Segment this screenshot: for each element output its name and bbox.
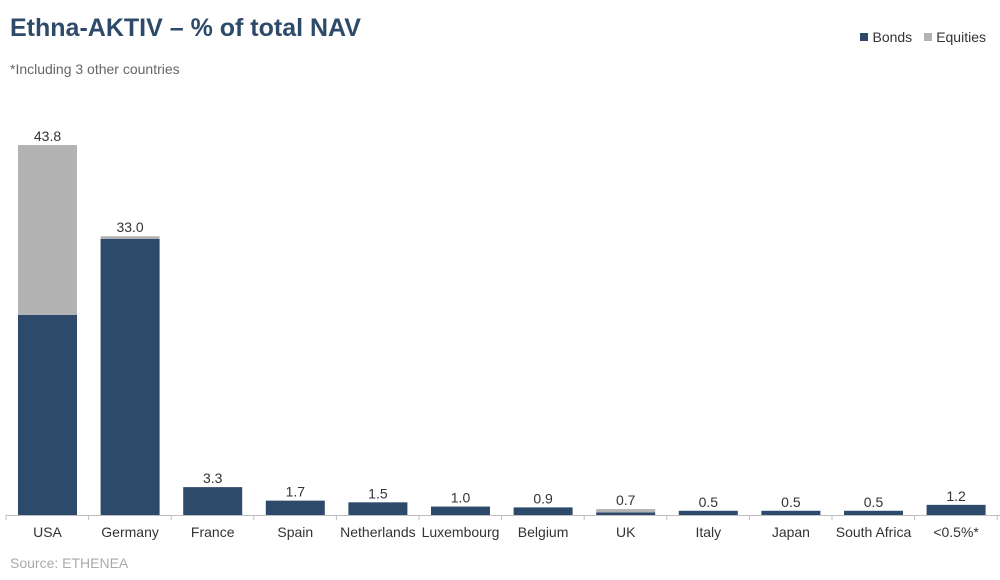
legend-label-bonds: Bonds: [872, 29, 913, 45]
bar-equities-7: [596, 509, 656, 513]
x-tick-label-2: France: [191, 524, 235, 540]
x-tick-label-8: Italy: [695, 524, 721, 540]
bar-bonds-9: [761, 510, 821, 515]
data-label-8: 0.5: [699, 494, 719, 510]
x-tick-label-4: Netherlands: [340, 524, 416, 540]
data-label-11: 1.2: [946, 488, 966, 504]
bar-bonds-11: [926, 504, 986, 515]
bar-bonds-6: [513, 507, 573, 515]
x-tick-label-11: <0.5%*: [933, 524, 979, 540]
bar-bonds-4: [348, 502, 408, 515]
x-tick-label-9: Japan: [772, 524, 810, 540]
data-label-9: 0.5: [781, 494, 801, 510]
chart-source: Source: ETHENEA: [10, 555, 129, 571]
bar-bonds-0: [18, 314, 77, 515]
bar-bonds-5: [431, 506, 490, 515]
x-tick-label-1: Germany: [101, 524, 159, 540]
data-label-5: 1.0: [451, 490, 471, 506]
data-label-3: 1.7: [286, 484, 306, 500]
bar-bonds-1: [100, 238, 160, 515]
bar-equities-0: [18, 145, 77, 315]
x-tick-label-0: USA: [33, 524, 62, 540]
bar-bonds-3: [265, 500, 325, 515]
data-label-7: 0.7: [616, 492, 636, 508]
legend-item-bonds: Bonds: [860, 29, 912, 45]
bar-bonds-2: [183, 487, 243, 515]
x-tick-label-10: South Africa: [836, 524, 912, 540]
data-label-1: 33.0: [116, 219, 143, 235]
bar-equities-1: [100, 236, 160, 239]
legend-item-equities: Equities: [924, 29, 986, 45]
data-label-6: 0.9: [533, 490, 553, 506]
x-tick-label-6: Belgium: [518, 524, 569, 540]
data-label-10: 0.5: [864, 494, 884, 510]
bar-bonds-7: [596, 512, 656, 515]
legend-swatch-bonds: [860, 33, 869, 41]
data-label-2: 3.3: [203, 470, 223, 486]
data-label-4: 1.5: [368, 485, 388, 501]
x-tick-label-7: UK: [616, 524, 636, 540]
bar-bonds-8: [678, 510, 738, 515]
chart-legend: Bonds Equities: [860, 29, 986, 45]
x-tick-label-5: Luxembourg: [422, 524, 500, 540]
chart-title: Ethna-AKTIV – % of total NAV: [10, 14, 361, 42]
x-tick-label-3: Spain: [277, 524, 313, 540]
legend-swatch-equities: [924, 33, 933, 41]
bar-bonds-10: [844, 510, 903, 515]
data-label-0: 43.8: [34, 128, 61, 144]
legend-label-equities: Equities: [936, 29, 986, 45]
chart-subtitle: *Including 3 other countries: [10, 61, 180, 77]
